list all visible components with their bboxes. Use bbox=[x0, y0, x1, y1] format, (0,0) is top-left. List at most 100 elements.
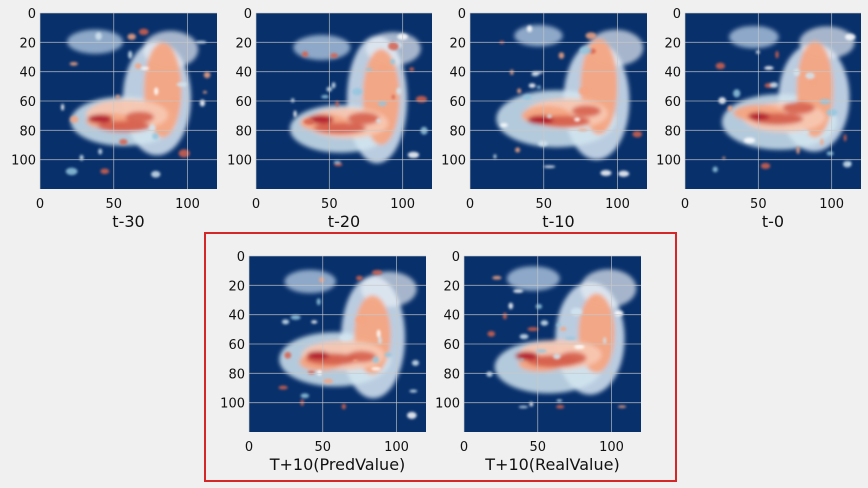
x-tick-label: 100 bbox=[819, 197, 844, 212]
echo-speckle bbox=[100, 168, 109, 174]
echo-speckle bbox=[70, 62, 78, 66]
echo-speckle bbox=[179, 149, 190, 157]
y-tick-label: 0 bbox=[458, 7, 466, 22]
heatmap-panel-4: 0 50 100 0 20 40 60 80 100 t-0 bbox=[656, 7, 861, 231]
y-tick-label: 100 bbox=[11, 154, 36, 169]
echo-speckle bbox=[116, 95, 120, 99]
x-tick-label: 0 bbox=[466, 197, 474, 212]
y-tick-label: 40 bbox=[235, 66, 252, 81]
echo-speckle bbox=[98, 149, 102, 155]
echo-speckle bbox=[744, 138, 755, 144]
echo-speckle bbox=[515, 147, 520, 152]
echo-speckle bbox=[141, 67, 149, 70]
echo-speckle bbox=[330, 53, 338, 58]
echo-blob bbox=[293, 35, 350, 60]
echo-speckle bbox=[66, 168, 78, 175]
echo-speckle bbox=[139, 29, 149, 35]
echo-blob bbox=[88, 115, 112, 124]
echo-speckle bbox=[151, 171, 160, 178]
y-tick-label: 60 bbox=[19, 95, 36, 110]
echo-speckle bbox=[416, 96, 427, 103]
echo-speckle bbox=[843, 161, 851, 168]
y-tick-label: 60 bbox=[235, 95, 252, 110]
echo-speckle bbox=[127, 34, 135, 40]
echo-speckle bbox=[293, 110, 296, 117]
y-tick-label: 100 bbox=[227, 154, 252, 169]
echo-speckle bbox=[775, 51, 778, 58]
y-tick-label: 80 bbox=[449, 124, 466, 139]
echo-speckle bbox=[304, 119, 315, 125]
echo-speckle bbox=[523, 94, 532, 100]
x-axis-label: t-20 bbox=[328, 212, 360, 231]
x-axis-label: t-0 bbox=[762, 212, 784, 231]
prediction-highlight-box bbox=[204, 232, 677, 482]
echo-speckle bbox=[845, 34, 856, 41]
echo-speckle bbox=[390, 59, 395, 65]
x-tick-label: 50 bbox=[535, 197, 552, 212]
y-tick-label: 0 bbox=[28, 7, 36, 22]
echo-speckle bbox=[544, 165, 556, 168]
echo-speckle bbox=[728, 105, 733, 111]
echo-speckle bbox=[586, 32, 597, 39]
x-tick-label: 100 bbox=[390, 197, 415, 212]
echo-speckle bbox=[493, 154, 496, 159]
echo-speckle bbox=[713, 167, 718, 173]
echo-speckle bbox=[547, 114, 552, 118]
y-tick-label: 80 bbox=[19, 124, 36, 139]
echo-speckle bbox=[376, 119, 381, 123]
echo-blob bbox=[125, 111, 154, 122]
echo-speckle bbox=[366, 68, 373, 71]
y-tick-label: 20 bbox=[19, 36, 36, 51]
y-tick-label: 40 bbox=[664, 66, 681, 81]
echo-speckle bbox=[517, 88, 521, 93]
echo-speckle bbox=[70, 116, 79, 123]
echo-blob bbox=[348, 112, 380, 124]
echo-speckle bbox=[716, 63, 726, 69]
echo-speckle bbox=[510, 69, 514, 75]
x-tick-label: 50 bbox=[321, 197, 338, 212]
echo-speckle bbox=[764, 66, 773, 70]
echo-speckle bbox=[559, 52, 565, 59]
echo-speckle bbox=[334, 161, 341, 164]
echo-speckle bbox=[770, 82, 778, 88]
x-tick-label: 0 bbox=[252, 197, 260, 212]
echo-speckle bbox=[408, 152, 419, 158]
y-tick-label: 80 bbox=[664, 124, 681, 139]
echo-speckle bbox=[527, 25, 532, 32]
echo-speckle bbox=[388, 42, 399, 50]
x-tick-label: 100 bbox=[605, 197, 630, 212]
y-tick-label: 100 bbox=[656, 154, 681, 169]
echo-speckle bbox=[596, 126, 605, 130]
x-tick-label: 50 bbox=[750, 197, 767, 212]
y-tick-label: 20 bbox=[449, 36, 466, 51]
echo-speckle bbox=[537, 85, 541, 88]
echo-speckle bbox=[820, 99, 831, 105]
x-tick-label: 0 bbox=[681, 197, 689, 212]
echo-speckle bbox=[600, 170, 611, 176]
y-tick-label: 40 bbox=[19, 66, 36, 81]
echo-speckle bbox=[618, 171, 629, 177]
echo-speckle bbox=[128, 51, 132, 59]
echo-speckle bbox=[844, 134, 847, 141]
echo-speckle bbox=[177, 82, 188, 87]
echo-speckle bbox=[579, 87, 589, 95]
echo-speckle bbox=[796, 146, 799, 154]
echo-speckle bbox=[793, 68, 799, 76]
heatmap-panel-2: 0 50 100 0 20 40 60 80 100 t-20 bbox=[227, 7, 432, 231]
y-tick-label: 0 bbox=[673, 7, 681, 22]
echo-speckle bbox=[827, 151, 834, 155]
echo-speckle bbox=[203, 91, 207, 94]
echo-speckle bbox=[500, 123, 508, 127]
echo-speckle bbox=[171, 98, 179, 103]
echo-speckle bbox=[135, 63, 142, 69]
echo-speckle bbox=[529, 83, 536, 88]
y-tick-label: 40 bbox=[449, 66, 466, 81]
echo-speckle bbox=[733, 89, 740, 97]
x-tick-label: 50 bbox=[105, 197, 122, 212]
y-tick-label: 0 bbox=[244, 7, 252, 22]
x-tick-label: 0 bbox=[36, 197, 44, 212]
echo-speckle bbox=[332, 82, 336, 88]
y-tick-label: 80 bbox=[235, 124, 252, 139]
echo-speckle bbox=[722, 157, 725, 160]
echo-speckle bbox=[632, 131, 642, 137]
